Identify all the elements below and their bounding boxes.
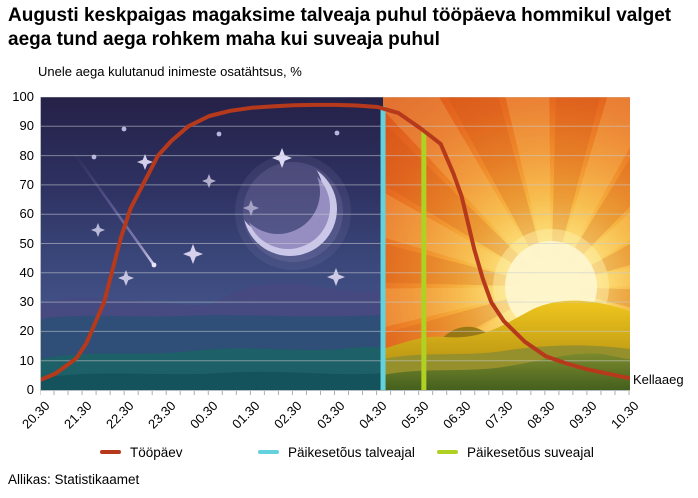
legend-swatch [258, 450, 279, 454]
x-tick-label: 21.30 [61, 398, 95, 432]
workday-curve [41, 102, 630, 382]
y-tick-label: 80 [19, 147, 34, 163]
y-tick-label: 20 [19, 323, 34, 339]
x-tick-label: 08.30 [523, 398, 558, 432]
legend-label: Päikesetõus talveajal [288, 444, 415, 460]
x-tick-label: 02.30 [271, 398, 306, 432]
y-tick-label: 10 [19, 352, 34, 368]
x-tick-label: 01.30 [229, 398, 263, 432]
star-icon [183, 244, 203, 264]
chart-title: Augusti keskpaigas magaksime talveaja pu… [8, 5, 672, 51]
night-hill-dark [41, 371, 383, 390]
y-axis-title: Unele aega kulutanud inimeste osatähtsus… [38, 64, 302, 79]
star-dot-icon [216, 131, 222, 137]
star-icon [91, 223, 105, 237]
x-tick-label: 06.30 [439, 398, 474, 432]
x-tick-label: 00.30 [187, 398, 221, 432]
star-icon [243, 200, 259, 216]
legend-swatch [100, 450, 121, 454]
legend-item: Päikesetõus suveajal [437, 444, 594, 460]
y-tick-label: 100 [12, 89, 34, 104]
star-icon [137, 154, 153, 170]
plot-area [40, 97, 630, 391]
x-tick-label: 09.30 [565, 398, 600, 432]
plot-overlay [41, 97, 630, 390]
stars [91, 126, 345, 286]
star-dot-icon [334, 130, 340, 136]
source-note: Allikas: Statistikaamet [8, 472, 140, 487]
x-tick-label: 04.30 [355, 398, 390, 432]
y-tick-label: 70 [19, 176, 34, 192]
star-icon [272, 148, 292, 168]
legend-swatch [437, 450, 458, 454]
legend-label: Tööpäev [130, 444, 183, 460]
star-icon [202, 174, 216, 188]
legend-label: Päikesetõus suveajal [467, 444, 594, 460]
legend-item: Päikesetõus talveajal [258, 444, 415, 460]
y-tick-label: 40 [19, 264, 34, 280]
y-tick-label: 30 [19, 294, 34, 310]
y-tick-label: 50 [19, 235, 34, 251]
y-tick-label: 90 [19, 118, 34, 134]
x-axis-title: Kellaaeg [633, 372, 684, 387]
x-tick-label: 10.30 [607, 398, 642, 432]
x-tick-label: 23.30 [145, 398, 179, 432]
x-tick-label: 20.30 [18, 398, 53, 432]
legend-item: Tööpäev [100, 444, 183, 460]
x-tick-label: 07.30 [481, 398, 516, 432]
x-tick-label: 03.30 [313, 398, 348, 432]
y-tick-label: 60 [19, 206, 34, 222]
star-icon [118, 270, 134, 286]
x-tick-label: 05.30 [397, 398, 432, 432]
star-icon [327, 268, 345, 286]
y-tick-label: 0 [26, 382, 34, 397]
x-tick-label: 22.30 [103, 398, 137, 432]
star-dot-icon [121, 126, 127, 132]
x-axis-ticks [40, 391, 630, 395]
